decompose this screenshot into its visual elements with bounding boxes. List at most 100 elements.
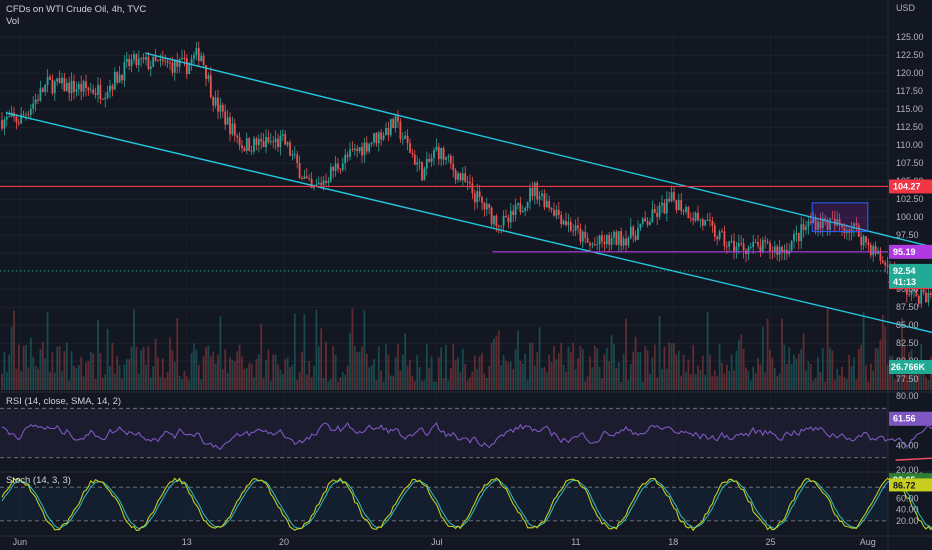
candle-body	[430, 157, 433, 162]
volume-bar	[130, 346, 133, 390]
candle-body	[392, 119, 395, 129]
candle-body	[399, 121, 402, 140]
candle-body	[505, 215, 507, 218]
volume-bar	[541, 368, 543, 390]
candle-body	[380, 132, 383, 140]
volume-bar	[764, 372, 767, 390]
volume-bar	[212, 351, 215, 390]
channel-lower-line	[5, 112, 932, 334]
volume-bar	[461, 348, 464, 390]
time-tick-label: 25	[765, 537, 775, 547]
candle-body	[87, 87, 90, 91]
candle-body	[425, 159, 428, 169]
channel-upper-line	[144, 52, 932, 248]
price-tick-label: 90.00	[896, 284, 919, 294]
volume-bar	[214, 363, 217, 390]
candle-body	[356, 148, 359, 151]
candle-body	[274, 138, 277, 143]
candle-body	[824, 218, 827, 222]
candle-body	[296, 154, 299, 163]
volume-bar	[740, 334, 743, 390]
stoch-k-line	[1, 477, 932, 532]
volume-bar	[10, 326, 13, 390]
candle-body	[610, 237, 613, 245]
candle-body	[773, 246, 776, 252]
volume-bar	[488, 365, 491, 390]
volume-bar	[61, 371, 63, 390]
candle-body	[560, 215, 563, 225]
candle-body	[567, 221, 570, 226]
candle-body	[694, 212, 697, 221]
level-tag	[889, 179, 932, 194]
candle-body	[692, 218, 695, 221]
volume-bar	[485, 378, 488, 390]
candle-body	[735, 246, 738, 253]
candle-body	[531, 187, 534, 197]
candle-body	[116, 71, 119, 83]
volume-bar	[812, 380, 815, 390]
candle-body	[687, 207, 690, 219]
volume-bar	[737, 339, 740, 390]
volume-bar	[380, 370, 383, 390]
volume-bar	[147, 346, 150, 390]
volume-bar	[773, 368, 776, 390]
volume-bar	[185, 376, 188, 390]
candle-body	[740, 243, 743, 244]
candle-body	[236, 135, 239, 138]
volume-bar	[711, 375, 714, 390]
volume-bar	[853, 357, 855, 390]
candle-body	[418, 162, 421, 163]
volume-bar	[781, 318, 783, 390]
volume-bar	[548, 354, 551, 390]
candle-body	[766, 241, 769, 243]
volume-bar	[392, 375, 395, 390]
volume-bar	[721, 362, 723, 390]
candle-body	[728, 241, 731, 247]
candle-body	[685, 207, 687, 212]
volume-bar	[514, 349, 517, 390]
volume-bar	[281, 374, 284, 390]
volume-bar	[106, 328, 109, 390]
volume-bar	[536, 352, 539, 390]
volume-bar	[29, 337, 32, 390]
volume-bar	[500, 365, 503, 390]
candle-body	[723, 231, 726, 247]
rsi-pane	[0, 407, 932, 461]
candle-body	[387, 128, 390, 136]
last-price-label: 92.54	[893, 266, 916, 276]
volume-bar	[829, 347, 831, 390]
candle-body	[598, 235, 601, 245]
candle-body	[809, 221, 812, 223]
volume-bar	[586, 376, 589, 390]
volume-bar	[567, 346, 570, 390]
candle-body	[713, 225, 716, 237]
volume-bar	[848, 354, 851, 390]
candle-body	[435, 146, 438, 151]
volume-bar	[867, 381, 870, 390]
volume-bar	[689, 374, 692, 390]
volume-bar	[793, 354, 795, 390]
candle-body	[344, 154, 347, 164]
candle-body	[25, 114, 27, 116]
candle-body	[337, 163, 339, 169]
candle-body	[826, 221, 829, 230]
volume-bar	[593, 345, 596, 390]
candle-body	[339, 168, 342, 170]
volume-bar	[473, 355, 476, 390]
candle-body	[161, 58, 164, 61]
candle-body	[447, 155, 450, 158]
candle-body	[130, 59, 133, 66]
rsi-tick-label: 40.00	[896, 440, 919, 450]
volume-bar	[464, 363, 467, 390]
volume-bar	[872, 370, 875, 390]
candle-body	[601, 235, 603, 242]
volume-bar	[387, 354, 390, 390]
candle-body	[596, 244, 599, 245]
candle-body	[125, 58, 128, 63]
price-tick-label: 100.00	[896, 212, 924, 222]
candle-body	[442, 148, 445, 160]
candle-body	[334, 163, 337, 171]
price-tick-label: 115.00	[896, 104, 923, 114]
volume-bar	[481, 352, 483, 390]
volume-bar	[51, 352, 54, 390]
